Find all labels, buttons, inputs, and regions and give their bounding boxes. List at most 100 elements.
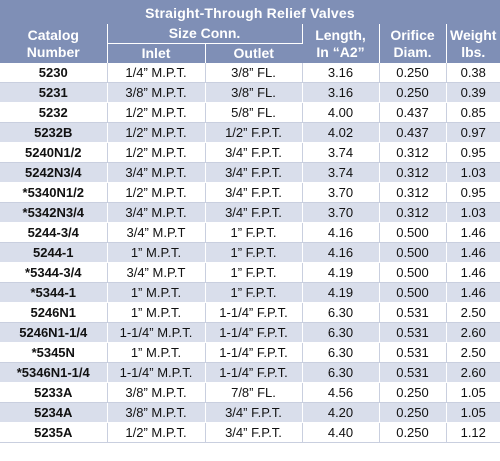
cell-length: 6.30 xyxy=(302,342,380,363)
cell-orifice-diam: 0.531 xyxy=(379,302,447,323)
cell-outlet: 3/4” F.P.T. xyxy=(205,422,303,443)
header-weight: Weight lbs. xyxy=(446,24,500,63)
cell-orifice-diam: 0.531 xyxy=(379,322,447,343)
cell-weight: 1.03 xyxy=(446,162,500,183)
cell-length: 4.02 xyxy=(302,122,380,143)
cell-catalog-number: 5234A xyxy=(0,402,108,423)
cell-catalog-number: *5344-3/4 xyxy=(0,262,108,283)
cell-outlet: 1-1/4” F.P.T. xyxy=(205,322,303,343)
cell-orifice-diam: 0.437 xyxy=(379,102,447,123)
cell-weight: 1.46 xyxy=(446,222,500,243)
cell-weight: 1.05 xyxy=(446,382,500,403)
cell-length: 4.20 xyxy=(302,402,380,423)
header-length: Length, In “A2” xyxy=(302,24,380,63)
cell-orifice-diam: 0.250 xyxy=(379,82,447,103)
header-orifice-line1: Orifice xyxy=(390,26,435,43)
cell-outlet: 1” F.P.T. xyxy=(205,222,303,243)
header-size-conn: Size Conn. xyxy=(107,24,303,43)
cell-weight: 1.46 xyxy=(446,242,500,263)
header-length-line1: Length, xyxy=(315,26,366,43)
table-row: *5345N 1” M.P.T. 1-1/4” F.P.T. 6.30 0.531 2.5… xyxy=(0,342,500,363)
cell-outlet: 3/8” FL. xyxy=(205,82,303,103)
cell-weight: 0.95 xyxy=(446,142,500,163)
cell-outlet: 7/8” FL. xyxy=(205,382,303,403)
cell-catalog-number: *5342N3/4 xyxy=(0,202,108,223)
cell-catalog-number: 5232 xyxy=(0,102,108,123)
table-row: *5340N1/2 1/2” M.P.T. 3/4” F.P.T. 3.70 0.312… xyxy=(0,182,500,203)
cell-catalog-number: 5244-1 xyxy=(0,242,108,263)
cell-outlet: 1” F.P.T. xyxy=(205,282,303,303)
cell-length: 3.74 xyxy=(302,142,380,163)
cell-weight: 2.60 xyxy=(446,362,500,383)
header-orifice: Orifice Diam. xyxy=(379,24,447,63)
cell-catalog-number: 5235A xyxy=(0,422,108,443)
cell-weight: 2.50 xyxy=(446,342,500,363)
header-weight-line2: lbs. xyxy=(461,43,486,60)
cell-weight: 1.46 xyxy=(446,282,500,303)
cell-orifice-diam: 0.531 xyxy=(379,342,447,363)
cell-orifice-diam: 0.250 xyxy=(379,422,447,443)
table-row: 5240N1/2 1/2” M.P.T. 3/4” F.P.T. 3.74 0.312 0… xyxy=(0,142,500,163)
cell-outlet: 3/4” F.P.T. xyxy=(205,402,303,423)
cell-weight: 2.60 xyxy=(446,322,500,343)
table-row: 5244-1 1” M.P.T. 1” F.P.T. 4.16 0.500 1.46 xyxy=(0,242,500,263)
cell-inlet: 1” M.P.T. xyxy=(107,302,206,323)
cell-inlet: 3/8” M.P.T. xyxy=(107,402,206,423)
table-title: Straight-Through Relief Valves xyxy=(0,0,500,24)
table-row: 5246N1-1/4 1-1/4” M.P.T. 1-1/4” F.P.T. 6.30… xyxy=(0,322,500,343)
header-orifice-line2: Diam. xyxy=(393,43,432,60)
cell-outlet: 1-1/4” F.P.T. xyxy=(205,342,303,363)
cell-inlet: 1-1/4” M.P.T. xyxy=(107,362,206,383)
cell-catalog-number: 5232B xyxy=(0,122,108,143)
cell-inlet: 1/2” M.P.T. xyxy=(107,422,206,443)
cell-inlet: 3/4” M.P.T. xyxy=(107,162,206,183)
table-row: 5242N3/4 3/4” M.P.T. 3/4” F.P.T. 3.74 0.312 1… xyxy=(0,162,500,183)
table-row: 5246N1 1” M.P.T. 1-1/4” F.P.T. 6.30 0.531 2.5… xyxy=(0,302,500,323)
cell-weight: 1.03 xyxy=(446,202,500,223)
cell-length: 6.30 xyxy=(302,302,380,323)
specs-table: Catalog Number Size Conn. Length, In “A2… xyxy=(0,24,500,443)
cell-inlet: 3/4” M.P.T xyxy=(107,262,206,283)
cell-outlet: 1-1/4” F.P.T. xyxy=(205,362,303,383)
cell-inlet: 1” M.P.T. xyxy=(107,282,206,303)
cell-length: 6.30 xyxy=(302,322,380,343)
cell-inlet: 1/2” M.P.T. xyxy=(107,102,206,123)
cell-catalog-number: 5233A xyxy=(0,382,108,403)
cell-inlet: 1/2” M.P.T. xyxy=(107,182,206,203)
cell-length: 4.16 xyxy=(302,242,380,263)
cell-catalog-number: *5345N xyxy=(0,342,108,363)
cell-orifice-diam: 0.531 xyxy=(379,362,447,383)
header-catalog-line2: Number xyxy=(26,43,80,60)
cell-catalog-number: *5340N1/2 xyxy=(0,182,108,203)
table-row: 5230 1/4” M.P.T. 3/8” FL. 3.16 0.250 0.38 xyxy=(0,63,500,83)
cell-length: 4.19 xyxy=(302,282,380,303)
cell-catalog-number: 5230 xyxy=(0,63,108,83)
cell-inlet: 1/4” M.P.T. xyxy=(107,63,206,83)
cell-orifice-diam: 0.312 xyxy=(379,162,447,183)
cell-weight: 1.46 xyxy=(446,262,500,283)
cell-orifice-diam: 0.250 xyxy=(379,382,447,403)
cell-outlet: 3/4” F.P.T. xyxy=(205,142,303,163)
cell-orifice-diam: 0.250 xyxy=(379,402,447,423)
header-catalog-line1: Catalog xyxy=(27,26,79,43)
header-length-line2: In “A2” xyxy=(316,43,365,60)
cell-length: 4.19 xyxy=(302,262,380,283)
cell-length: 3.70 xyxy=(302,182,380,203)
header-inlet: Inlet xyxy=(107,42,206,63)
cell-orifice-diam: 0.250 xyxy=(379,63,447,83)
cell-inlet: 1-1/4” M.P.T. xyxy=(107,322,206,343)
cell-weight: 0.95 xyxy=(446,182,500,203)
table-row: 5244-3/4 3/4” M.P.T 1” F.P.T. 4.16 0.500 1.46 xyxy=(0,222,500,243)
table-row: 5233A 3/8” M.P.T. 7/8” FL. 4.56 0.250 1.05 xyxy=(0,382,500,403)
cell-orifice-diam: 0.437 xyxy=(379,122,447,143)
cell-catalog-number: 5240N1/2 xyxy=(0,142,108,163)
header-catalog-number: Catalog Number xyxy=(0,24,108,63)
cell-catalog-number: 5246N1 xyxy=(0,302,108,323)
table-row: 5232 1/2” M.P.T. 5/8” FL. 4.00 0.437 0.85 xyxy=(0,102,500,123)
table-row: 5232B 1/2” M.P.T. 1/2” F.P.T. 4.02 0.437 0.97 xyxy=(0,122,500,143)
cell-orifice-diam: 0.312 xyxy=(379,142,447,163)
cell-outlet: 1” F.P.T. xyxy=(205,242,303,263)
cell-weight: 0.85 xyxy=(446,102,500,123)
cell-catalog-number: 5231 xyxy=(0,82,108,103)
